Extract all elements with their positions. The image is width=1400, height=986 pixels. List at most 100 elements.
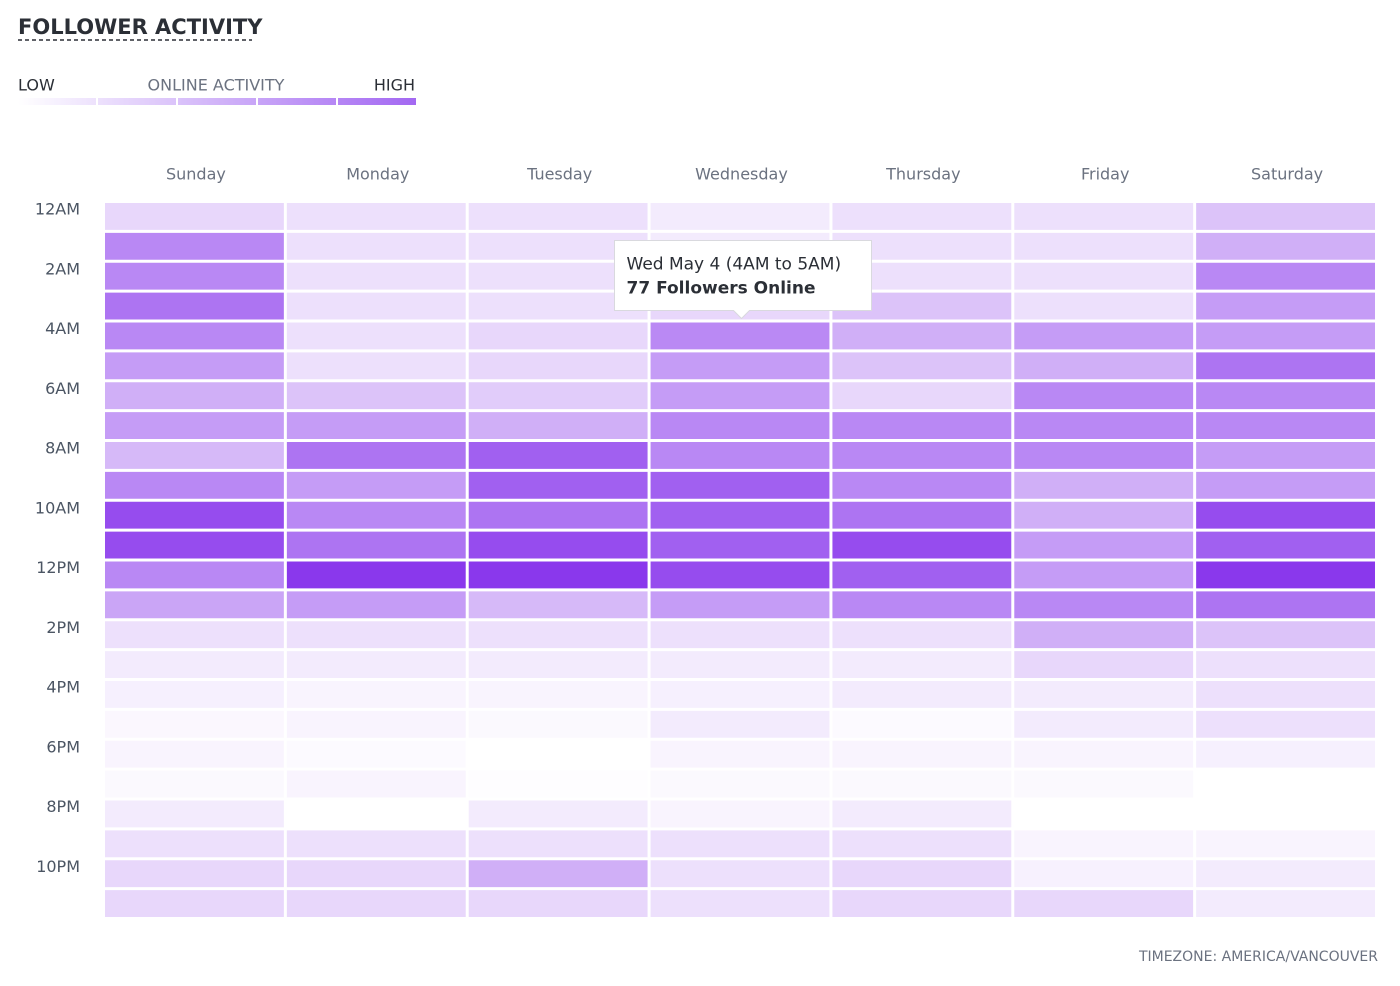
column-label: Sunday bbox=[166, 165, 226, 184]
timezone: TIMEZONE: AMERICA/VANCOUVER bbox=[1138, 949, 1378, 965]
heat-cell bbox=[1014, 412, 1194, 439]
heat-cell bbox=[468, 203, 648, 230]
heat-cell bbox=[1196, 442, 1375, 469]
heat-cell bbox=[650, 830, 830, 858]
heat-cell bbox=[468, 561, 648, 589]
heat-cell bbox=[286, 830, 466, 858]
heat-cell bbox=[1196, 740, 1375, 768]
heat-cell bbox=[832, 322, 1012, 350]
heat-cell bbox=[1196, 860, 1375, 888]
row-label: 6PM bbox=[46, 737, 80, 756]
heat-cell bbox=[1014, 890, 1194, 917]
tooltip: Wed May 4 (4AM to 5AM) 77 Followers Onlin… bbox=[614, 240, 872, 320]
heat-cell bbox=[286, 501, 466, 529]
heat-cell bbox=[105, 800, 284, 828]
heat-cell bbox=[105, 890, 284, 917]
heat-cell bbox=[832, 770, 1012, 798]
heat-cell bbox=[1014, 830, 1194, 858]
heat-cell bbox=[1196, 412, 1375, 439]
heat-cell bbox=[1014, 621, 1194, 649]
heat-cell bbox=[650, 710, 830, 738]
heat-cell bbox=[105, 232, 284, 260]
heat-cell bbox=[1014, 770, 1194, 798]
column-label: Wednesday bbox=[695, 165, 788, 184]
heat-cell bbox=[1196, 800, 1375, 828]
heat-cell bbox=[650, 890, 830, 917]
heat-cell bbox=[650, 352, 830, 380]
heat-cell bbox=[1014, 800, 1194, 828]
heat-cell bbox=[468, 352, 648, 380]
heat-cell bbox=[1196, 770, 1375, 798]
heat-cell bbox=[105, 262, 284, 290]
heat-cell bbox=[1014, 442, 1194, 469]
heat-cell bbox=[1196, 710, 1375, 738]
heat-cell bbox=[1196, 292, 1375, 320]
heat-cell bbox=[1196, 203, 1375, 230]
heat-cell bbox=[832, 860, 1012, 888]
column-label: Tuesday bbox=[526, 165, 592, 184]
heat-cell bbox=[832, 442, 1012, 469]
heat-cell bbox=[1196, 651, 1375, 678]
heat-cell bbox=[832, 681, 1012, 708]
row-label: 8PM bbox=[46, 797, 80, 816]
heat-cell bbox=[105, 322, 284, 350]
row-label: 6AM bbox=[45, 379, 80, 398]
heat-cell bbox=[832, 382, 1012, 410]
heat-cell bbox=[1196, 352, 1375, 380]
heat-cell bbox=[468, 501, 648, 529]
heat-cell bbox=[1196, 232, 1375, 260]
heat-cell bbox=[468, 651, 648, 678]
heat-cell bbox=[1014, 501, 1194, 529]
heat-cell bbox=[832, 591, 1012, 619]
heat-cell bbox=[286, 591, 466, 619]
heat-cell bbox=[286, 531, 466, 559]
heat-cell bbox=[105, 531, 284, 559]
column-label: Thursday bbox=[885, 165, 960, 184]
heat-cell bbox=[105, 382, 284, 410]
heat-cell bbox=[650, 591, 830, 619]
heat-cell bbox=[105, 621, 284, 649]
heat-cell bbox=[468, 471, 648, 499]
heat-cell bbox=[286, 382, 466, 410]
heat-cell bbox=[650, 322, 830, 350]
heat-cell bbox=[105, 352, 284, 380]
chart-title: FOLLOWER ACTIVITY bbox=[18, 15, 263, 39]
heat-cell bbox=[105, 710, 284, 738]
heat-cell bbox=[1196, 531, 1375, 559]
heat-cell bbox=[832, 352, 1012, 380]
legend-dividers bbox=[96, 98, 338, 105]
heat-cell bbox=[105, 770, 284, 798]
heat-cell bbox=[1014, 352, 1194, 380]
tooltip-title: Wed May 4 (4AM to 5AM) bbox=[627, 255, 842, 275]
heat-cell bbox=[468, 890, 648, 917]
heat-cell bbox=[1014, 262, 1194, 290]
row-label: 12AM bbox=[35, 200, 80, 219]
heat-cell bbox=[650, 651, 830, 678]
heat-cell bbox=[105, 442, 284, 469]
heat-cell bbox=[1196, 471, 1375, 499]
heat-cell bbox=[105, 740, 284, 768]
heat-cell bbox=[650, 531, 830, 559]
legend-bar bbox=[18, 98, 416, 105]
heat-cell bbox=[832, 621, 1012, 649]
heat-cell bbox=[468, 800, 648, 828]
heat-cell bbox=[468, 621, 648, 649]
heat-cell bbox=[1014, 292, 1194, 320]
row-label: 2AM bbox=[45, 259, 80, 278]
heat-cell bbox=[468, 442, 648, 469]
heat-cell bbox=[832, 412, 1012, 439]
heat-cell bbox=[105, 830, 284, 858]
heat-cell bbox=[1196, 382, 1375, 410]
heat-cell bbox=[832, 890, 1012, 917]
heat-cell bbox=[832, 471, 1012, 499]
heat-cell bbox=[286, 710, 466, 738]
heat-cell bbox=[650, 382, 830, 410]
heat-cell bbox=[286, 232, 466, 260]
heat-cell bbox=[650, 561, 830, 589]
heat-cell bbox=[832, 561, 1012, 589]
heat-cell bbox=[1014, 860, 1194, 888]
heat-cell bbox=[1014, 531, 1194, 559]
legend-low: LOW bbox=[18, 76, 55, 95]
column-label: Monday bbox=[346, 165, 409, 184]
